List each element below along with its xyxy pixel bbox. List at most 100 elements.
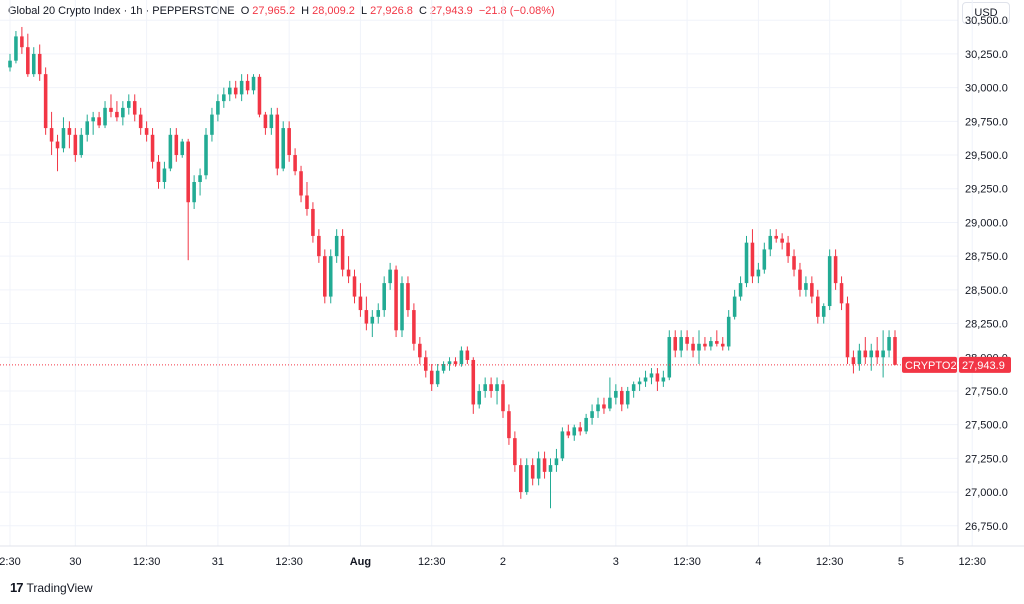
- candle-body: [887, 337, 891, 351]
- candle-body: [138, 114, 143, 129]
- high-value: 28,009.2: [312, 5, 355, 17]
- candle-body: [144, 128, 149, 135]
- candle: [204, 128, 208, 180]
- tradingview-logo-icon: 17: [10, 580, 24, 595]
- candle-body: [370, 316, 375, 324]
- y-tick-label: 29,250.0: [965, 184, 1008, 196]
- candle: [566, 424, 571, 439]
- x-tick-label: 2: [500, 556, 506, 568]
- candle-body: [73, 134, 78, 156]
- candle: [423, 350, 428, 378]
- candle: [412, 303, 416, 351]
- candle-body: [572, 427, 577, 436]
- candle: [798, 262, 802, 297]
- candle-body: [26, 47, 30, 75]
- candle: [227, 80, 232, 102]
- candle-body: [61, 128, 66, 149]
- candle-body: [465, 350, 470, 360]
- candle-body: [816, 296, 820, 317]
- price-axis[interactable]: 30,500.0 30,250.0 30,000.0 29,750.0 29,500.0…: [965, 15, 1008, 533]
- candle: [608, 377, 612, 412]
- candle: [744, 235, 749, 288]
- x-tick-label: 12:30: [418, 556, 446, 568]
- candle: [257, 74, 262, 118]
- candle: [839, 276, 844, 311]
- candle: [269, 107, 274, 135]
- time-axis[interactable]: 2:30 30 12:30 31 12:30 Aug 12:30 2 3 12:30 4 12:30 5…: [0, 556, 1024, 568]
- candle-body: [655, 373, 660, 382]
- candle-body: [875, 350, 879, 358]
- candle: [774, 229, 778, 243]
- candle: [851, 350, 856, 374]
- candle: [887, 330, 891, 358]
- currency-button[interactable]: USD: [962, 2, 1010, 24]
- candle: [447, 357, 452, 371]
- close-value: 27,943.9: [429, 5, 473, 17]
- close-label: C: [419, 5, 427, 17]
- candle: [144, 121, 149, 142]
- candle-body: [821, 306, 826, 317]
- x-tick-label: 5: [898, 556, 904, 568]
- symbol-title[interactable]: Global 20 Crypto Index · 1h · PEPPERSTON…: [8, 5, 235, 17]
- candle-body: [239, 80, 244, 95]
- candle: [869, 343, 874, 371]
- candle: [317, 229, 321, 263]
- last-price-tag: CRYPTO20 27,943.9: [902, 356, 1011, 373]
- candle-body: [786, 242, 790, 257]
- candle: [346, 256, 351, 284]
- candle: [138, 107, 143, 135]
- candle: [542, 451, 547, 479]
- candle-body: [216, 101, 220, 115]
- candle-body: [227, 87, 232, 95]
- candle-body: [798, 269, 802, 290]
- candle: [121, 101, 125, 126]
- symbol-tag-box: [902, 356, 957, 373]
- tradingview-footer[interactable]: 17 TradingView: [10, 580, 93, 595]
- candle-body: [744, 242, 749, 284]
- candle-body: [560, 431, 565, 459]
- candle: [513, 431, 517, 472]
- candle: [233, 80, 238, 99]
- candle-body: [156, 161, 161, 182]
- candle: [186, 138, 190, 261]
- candle: [685, 330, 689, 351]
- y-tick-label: 27,500.0: [965, 420, 1008, 432]
- candle-body: [827, 256, 832, 307]
- candle: [418, 337, 422, 364]
- price-chart[interactable]: 30,500.0 30,250.0 30,000.0 29,750.0 29,500.0…: [0, 0, 1024, 575]
- candle-body: [269, 114, 274, 129]
- candle: [352, 269, 357, 304]
- candle: [536, 451, 541, 486]
- candle: [281, 121, 286, 172]
- candle-body: [429, 370, 434, 385]
- candle: [857, 343, 862, 371]
- candle: [477, 384, 482, 409]
- candle: [631, 381, 636, 398]
- candle: [162, 161, 167, 189]
- candle-body: [530, 465, 535, 479]
- candle-body: [619, 390, 624, 405]
- candle: [382, 276, 386, 317]
- candle-body: [643, 377, 648, 382]
- candle-body: [162, 168, 167, 182]
- candle-body: [192, 182, 196, 203]
- candle: [501, 380, 505, 418]
- candle: [370, 310, 375, 338]
- candle-body: [697, 343, 701, 351]
- candle-body: [679, 337, 683, 351]
- candle-body: [477, 390, 482, 405]
- candle: [198, 168, 202, 196]
- candle: [584, 413, 588, 435]
- candle: [679, 330, 683, 358]
- candle-body: [352, 276, 357, 297]
- candle: [691, 337, 695, 358]
- candle: [115, 101, 119, 122]
- candle-body: [328, 256, 333, 297]
- x-tick-label: 12:30: [133, 556, 161, 568]
- candle-body: [691, 343, 695, 351]
- candle: [453, 357, 458, 367]
- candle: [26, 33, 30, 77]
- candle-body: [245, 80, 250, 91]
- candle: [275, 107, 280, 176]
- candle-body: [608, 397, 612, 409]
